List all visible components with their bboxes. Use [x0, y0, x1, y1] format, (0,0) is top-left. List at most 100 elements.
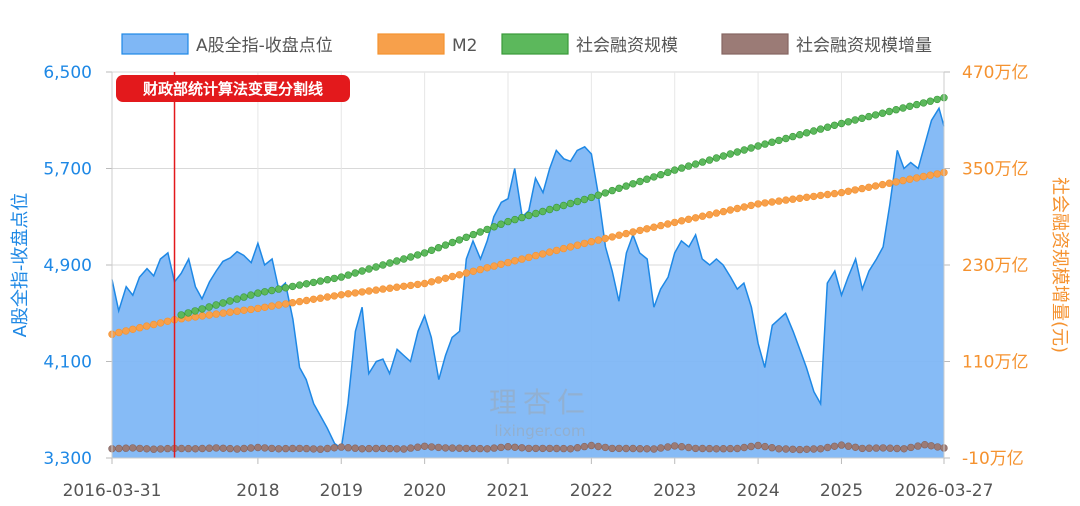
- series-point: [309, 278, 318, 287]
- series-point: [379, 261, 387, 269]
- series-point: [677, 443, 686, 451]
- series-point: [629, 228, 637, 236]
- series-point: [233, 295, 241, 303]
- series-point: [282, 444, 290, 453]
- series-point: [698, 444, 707, 453]
- series-point: [719, 445, 728, 453]
- series-point: [309, 445, 318, 453]
- series-point: [427, 278, 436, 286]
- series-point: [594, 191, 602, 199]
- series-point: [926, 97, 934, 105]
- series-point: [885, 179, 893, 187]
- series-point: [122, 327, 130, 335]
- series-point: [504, 443, 512, 451]
- series-point: [919, 172, 928, 181]
- series-point: [865, 183, 873, 192]
- series-point: [323, 444, 332, 453]
- series-point: [351, 269, 359, 277]
- series-point: [441, 241, 450, 249]
- legend-label: 社会融资规模增量: [796, 36, 932, 56]
- series-point: [573, 444, 582, 452]
- series-point: [268, 444, 276, 453]
- series-point: [295, 297, 304, 306]
- series-area-a-share: [112, 108, 944, 458]
- series-point: [295, 281, 304, 289]
- series-point: [288, 282, 297, 291]
- legend-swatch: [121, 33, 189, 55]
- series-point: [933, 443, 942, 451]
- series-point: [566, 445, 575, 453]
- series-point: [878, 180, 887, 189]
- series-point: [226, 297, 234, 305]
- series-point: [309, 295, 318, 303]
- y-right-tick-label: -10万亿: [962, 449, 1024, 469]
- series-point: [525, 444, 533, 453]
- series-point: [871, 111, 880, 119]
- series-point: [483, 264, 491, 272]
- series-point: [733, 444, 741, 453]
- series-point: [622, 444, 630, 453]
- series-point: [497, 260, 505, 268]
- series-point: [851, 186, 859, 194]
- series-point: [684, 443, 693, 452]
- series-point: [344, 290, 352, 298]
- series-point: [337, 291, 345, 299]
- series-point: [511, 443, 519, 451]
- series-point: [233, 445, 241, 453]
- series-point: [337, 443, 345, 451]
- series-point: [198, 305, 206, 313]
- series-point: [921, 441, 929, 449]
- series-point: [802, 129, 811, 137]
- series-point: [643, 225, 651, 233]
- series-point: [740, 146, 748, 154]
- series-point: [775, 197, 783, 205]
- series-point: [594, 236, 602, 244]
- series-point: [684, 162, 693, 170]
- series-point: [191, 445, 200, 453]
- series-point: [330, 292, 338, 300]
- series-point: [462, 444, 470, 453]
- series-point: [691, 160, 700, 168]
- series-point: [261, 303, 269, 311]
- series-point: [650, 223, 658, 231]
- series-point: [899, 104, 907, 112]
- series-point: [796, 194, 804, 203]
- y-left-axis-title: A股全指-收盘点位: [10, 193, 31, 338]
- series-point: [288, 444, 297, 453]
- series-point: [879, 444, 887, 452]
- series-point: [226, 308, 234, 316]
- series-point: [608, 444, 616, 453]
- series-point: [726, 206, 734, 214]
- y-right-tick-label: 110万亿: [962, 353, 1028, 373]
- series-point: [754, 142, 762, 150]
- series-point: [761, 199, 769, 207]
- series-point: [226, 444, 234, 453]
- series-point: [747, 144, 755, 152]
- series-point: [358, 445, 366, 453]
- series-point: [316, 445, 325, 453]
- series-point: [414, 251, 422, 259]
- series-point: [559, 201, 568, 210]
- series-point: [837, 188, 846, 197]
- series-point: [636, 226, 644, 235]
- series-point: [434, 244, 443, 252]
- series-point: [497, 220, 505, 228]
- series-point: [455, 236, 464, 244]
- series-point: [414, 280, 422, 289]
- series-point: [538, 250, 547, 258]
- series-point: [136, 444, 144, 453]
- series-point: [698, 158, 707, 166]
- series-point: [393, 257, 401, 265]
- watermark-cn: 理杏仁: [489, 386, 591, 419]
- series-point: [670, 166, 679, 174]
- series-point: [809, 445, 818, 453]
- y-left-tick-label: 5,700: [43, 160, 92, 180]
- series-point: [511, 257, 519, 265]
- series-point: [143, 445, 151, 453]
- series-point: [386, 259, 394, 267]
- series-point: [844, 442, 853, 450]
- series-point: [705, 444, 714, 453]
- series-point: [268, 302, 276, 310]
- series-line-a-share: [111, 106, 945, 450]
